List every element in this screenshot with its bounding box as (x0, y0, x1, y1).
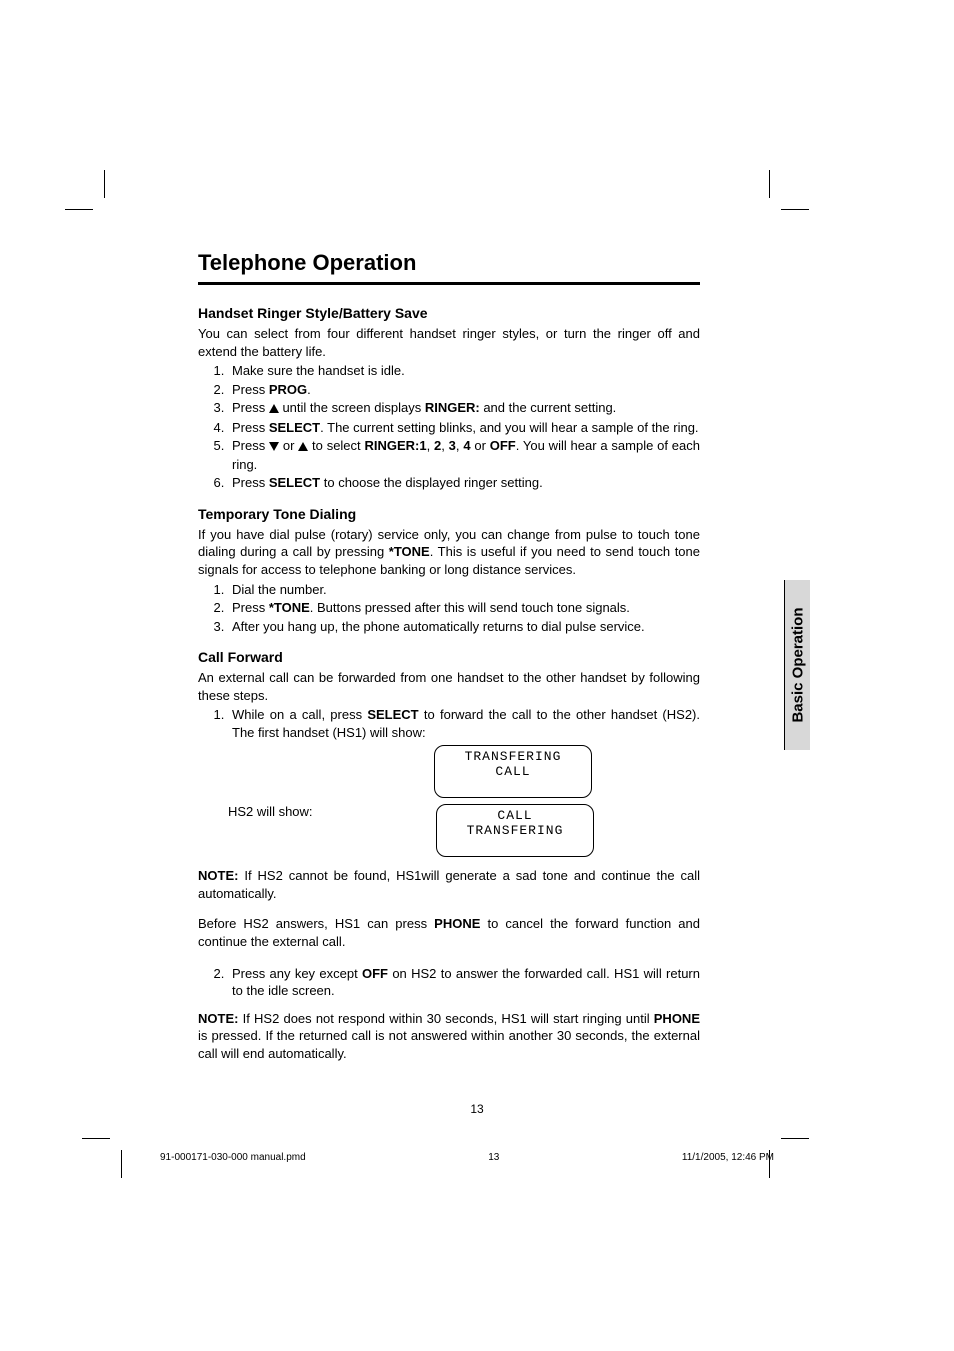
section-intro: If you have dial pulse (rotary) service … (198, 526, 700, 579)
body-text: Before HS2 answers, HS1 can press PHONE … (198, 915, 700, 950)
ringer-steps: Make sure the handset is idle. Press PRO… (198, 362, 700, 492)
section-heading-forward: Call Forward (198, 649, 700, 665)
footer-page: 13 (488, 1152, 499, 1163)
up-arrow-icon (298, 438, 308, 456)
footer-date: 11/1/2005, 12:46 PM (682, 1152, 774, 1163)
section-tab-label: Basic Operation (789, 607, 806, 722)
hs2-label: HS2 will show: (198, 804, 430, 819)
lcd-screen: TRANSFERING CALL (434, 745, 592, 798)
page-number: 13 (0, 1102, 954, 1116)
crop-mark (82, 1138, 122, 1178)
step: Dial the number. (228, 581, 700, 599)
step: Press SELECT to choose the displayed rin… (228, 474, 700, 492)
section-heading-tone: Temporary Tone Dialing (198, 506, 700, 522)
forward-steps: While on a call, press SELECT to forward… (198, 706, 700, 741)
lcd-screen: CALL TRANSFERING (436, 804, 594, 857)
step: Press PROG. (228, 381, 700, 399)
step: Press until the screen displays RINGER: … (228, 399, 700, 418)
lcd-display-1: TRANSFERING CALL (428, 745, 700, 798)
forward-steps-2: Press any key except OFF on HS2 to answe… (198, 965, 700, 1000)
step: Press or to select RINGER:1, 2, 3, 4 or … (228, 437, 700, 473)
crop-mark (769, 170, 809, 210)
up-arrow-icon (269, 400, 279, 418)
note-text: NOTE: If HS2 cannot be found, HS1will ge… (198, 867, 700, 902)
manual-page: Basic Operation Telephone Operation Hand… (0, 0, 954, 1351)
title-rule (198, 282, 700, 285)
step: Make sure the handset is idle. (228, 362, 700, 380)
step: Press *TONE. Buttons pressed after this … (228, 599, 700, 617)
crop-mark (65, 170, 105, 210)
section-tab: Basic Operation (784, 580, 810, 750)
footer-file: 91-000171-030-000 manual.pmd (160, 1152, 306, 1163)
down-arrow-icon (269, 438, 279, 456)
section-intro: An external call can be forwarded from o… (198, 669, 700, 704)
page-title: Telephone Operation (198, 250, 700, 276)
step: Press SELECT. The current setting blinks… (228, 419, 700, 437)
content-area: Telephone Operation Handset Ringer Style… (198, 250, 700, 1075)
note-text: NOTE: If HS2 does not respond within 30 … (198, 1010, 700, 1063)
footer: 91-000171-030-000 manual.pmd 13 11/1/200… (160, 1152, 774, 1163)
tone-steps: Dial the number. Press *TONE. Buttons pr… (198, 581, 700, 636)
step: While on a call, press SELECT to forward… (228, 706, 700, 741)
section-intro: You can select from four different hands… (198, 325, 700, 360)
hs2-row: HS2 will show: CALL TRANSFERING (198, 804, 700, 857)
step: After you hang up, the phone automatical… (228, 618, 700, 636)
step: Press any key except OFF on HS2 to answe… (228, 965, 700, 1000)
crop-mark (769, 1138, 809, 1178)
section-heading-ringer: Handset Ringer Style/Battery Save (198, 305, 700, 321)
